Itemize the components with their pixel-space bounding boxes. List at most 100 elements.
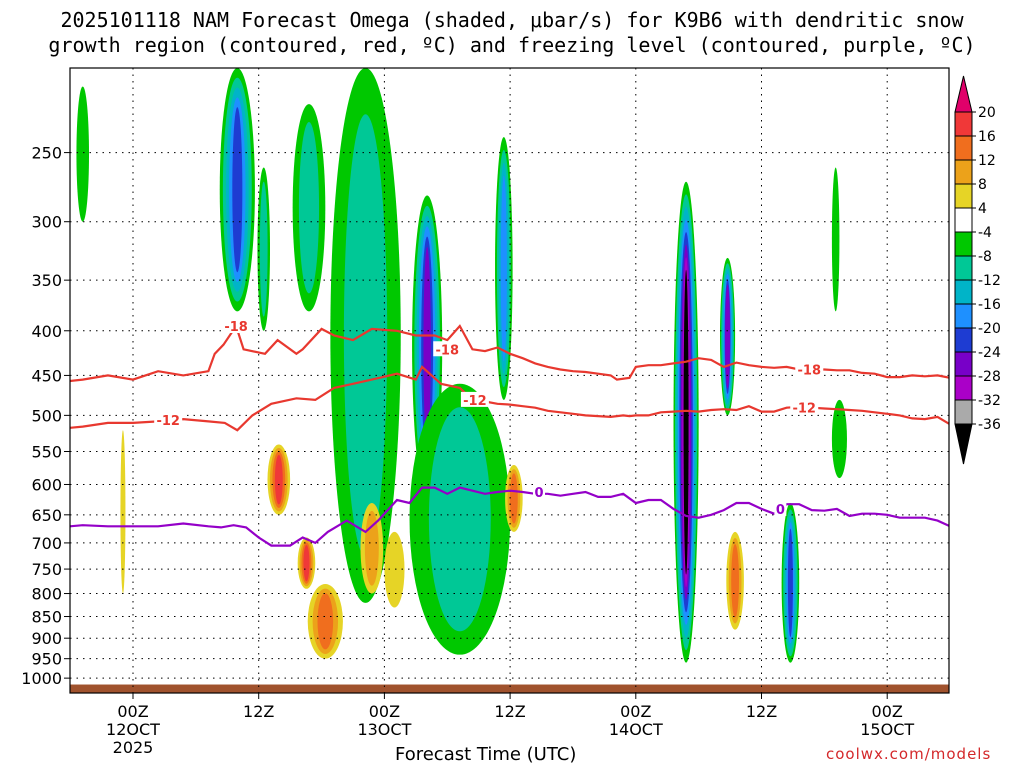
y-tick-label-550: 550 xyxy=(31,442,62,461)
contour-label-minus18-b: -18 xyxy=(436,343,460,358)
x-tick-label-10: 12Z xyxy=(243,702,274,721)
x-axis-label: Forecast Time (UTC) xyxy=(395,744,577,765)
x-tick-date-60: 15OCT xyxy=(860,720,914,739)
freezing-label-b: 0 xyxy=(776,503,785,518)
colorbar-bin-9 xyxy=(954,327,973,353)
colorbar-label-7: -12 xyxy=(978,273,1001,289)
freezing-label-a-bg xyxy=(533,483,546,499)
omega-cell-0-level-0 xyxy=(76,86,90,222)
omega-cell-9-level-5 xyxy=(725,284,731,389)
omega-cell-12-level-0 xyxy=(831,399,847,479)
colorbar-label-1: 16 xyxy=(978,129,996,145)
colorbar-bin-4 xyxy=(954,207,973,233)
y-tick-label-400: 400 xyxy=(31,322,62,341)
omega-shading xyxy=(76,68,847,663)
credit-text: coolwx.com/models xyxy=(826,745,992,763)
contour-label-minus18-a-bg xyxy=(222,318,251,334)
y-tick-label-750: 750 xyxy=(31,560,62,579)
colorbar-label-2: 12 xyxy=(978,153,996,169)
x-tick-label-50: 12Z xyxy=(746,702,777,721)
x-tick-date-20: 13OCT xyxy=(357,720,411,739)
colorbar-label-6: -8 xyxy=(978,249,992,265)
contour-label-minus12-c: -12 xyxy=(792,402,816,417)
freezing-label-b-bg xyxy=(774,500,787,516)
x-tick-label-20: 00Z xyxy=(369,702,400,721)
x-tick-label-30: 12Z xyxy=(494,702,525,721)
colorbar-bin-1 xyxy=(954,135,973,161)
y-tick-label-700: 700 xyxy=(31,534,62,553)
colorbar-label-12: -32 xyxy=(978,393,1001,409)
y-tick-label-950: 950 xyxy=(31,650,62,669)
omega-cell-15-level-2 xyxy=(317,593,334,650)
colorbar: 20 16 12 8 4 -4 -8 -12 -16 -20 -24 -28 -32 -36 xyxy=(954,75,1001,465)
colorbar-bin-0 xyxy=(954,111,973,137)
y-tick-label-800: 800 xyxy=(31,585,62,604)
y-tick-label-250: 250 xyxy=(31,144,62,163)
freezing-label-a: 0 xyxy=(534,486,543,501)
terrain-below-ground xyxy=(70,684,949,693)
contour-label-minus12-c-bg xyxy=(790,399,819,415)
omega-cell-1-level-4 xyxy=(232,107,243,273)
x-tick-label-0: 00Z xyxy=(117,702,148,721)
omega-cell-18-level-2 xyxy=(509,473,518,524)
omega-cell-8-level-7 xyxy=(683,269,689,575)
omega-cell-10-level-4 xyxy=(787,528,793,637)
contour-minus12 xyxy=(70,365,949,432)
omega-cell-4-level-1 xyxy=(343,114,388,557)
x-tick-date-40: 14OCT xyxy=(609,720,663,739)
y-tick-label-900: 900 xyxy=(31,629,62,648)
freezing-level-contour xyxy=(70,486,949,547)
omega-cell-7-level-3 xyxy=(500,175,507,362)
y-tick-label-300: 300 xyxy=(31,213,62,232)
y-axis: 250 300 350 400 450 500 550 600 650 700 750 800 850 9… xyxy=(21,144,70,688)
colorbar-bin-8 xyxy=(954,303,973,329)
colorbar-bin-2 xyxy=(954,159,973,185)
colorbar-label-9: -20 xyxy=(978,321,1001,337)
contour-label-minus12-a: -12 xyxy=(156,414,180,429)
chart-title-line-1: 2025101118 NAM Forecast Omega (shaded, μ… xyxy=(60,8,964,32)
colorbar-bin-5 xyxy=(954,231,973,257)
x-tick-label-60: 00Z xyxy=(872,702,903,721)
contour-label-minus18-a: -18 xyxy=(224,320,248,335)
colorbar-bin-7 xyxy=(954,279,973,305)
omega-cell-2-level-1 xyxy=(259,181,268,317)
colorbar-bin-11 xyxy=(954,375,973,401)
contour-label-minus18-b-bg xyxy=(433,341,462,357)
colorbar-bin-3 xyxy=(954,183,973,209)
omega-cell-6-level-1 xyxy=(428,407,491,632)
colorbar-label-5: -4 xyxy=(978,225,992,241)
colorbar-label-13: -36 xyxy=(978,417,1001,433)
y-tick-label-850: 850 xyxy=(31,608,62,627)
grid-lines xyxy=(70,68,949,693)
x-tick-label-40: 00Z xyxy=(620,702,651,721)
contour-label-minus18-c: -18 xyxy=(798,363,822,378)
colorbar-label-10: -24 xyxy=(978,345,1001,361)
ground-fill xyxy=(70,684,949,693)
y-tick-label-600: 600 xyxy=(31,475,62,494)
omega-cell-20-level-0 xyxy=(120,430,126,594)
colorbar-label-4: 4 xyxy=(978,201,987,217)
y-tick-label-1000: 1000 xyxy=(21,669,62,688)
colorbar-label-0: 20 xyxy=(978,105,996,121)
omega-cell-11-level-0 xyxy=(831,167,840,312)
y-tick-label-650: 650 xyxy=(31,506,62,525)
contour-label-minus12-b-bg xyxy=(460,391,489,407)
omega-cell-14-level-3 xyxy=(303,544,310,582)
plot-frame xyxy=(69,67,950,694)
colorbar-bin-10 xyxy=(954,351,973,377)
colorbar-label-8: -16 xyxy=(978,297,1001,313)
chart-title-line-2: growth region (contoured, red, ºC) and f… xyxy=(48,33,976,57)
colorbar-bin-12 xyxy=(954,399,973,425)
omega-cell-3-level-1 xyxy=(298,122,320,294)
omega-cell-13-level-3 xyxy=(274,454,283,505)
contour-label-minus12-b: -12 xyxy=(463,394,487,409)
y-tick-label-500: 500 xyxy=(31,406,62,425)
y-tick-label-350: 350 xyxy=(31,271,62,290)
colorbar-arrow-top xyxy=(954,75,973,113)
contour-minus18 xyxy=(70,323,949,383)
x-tick-date-0: 12OCT xyxy=(106,720,160,739)
contour-lines: -18 -18 -18 -12 -12 -12 0 0 xyxy=(70,318,949,547)
x-tick-year-0: 2025 xyxy=(113,738,154,757)
